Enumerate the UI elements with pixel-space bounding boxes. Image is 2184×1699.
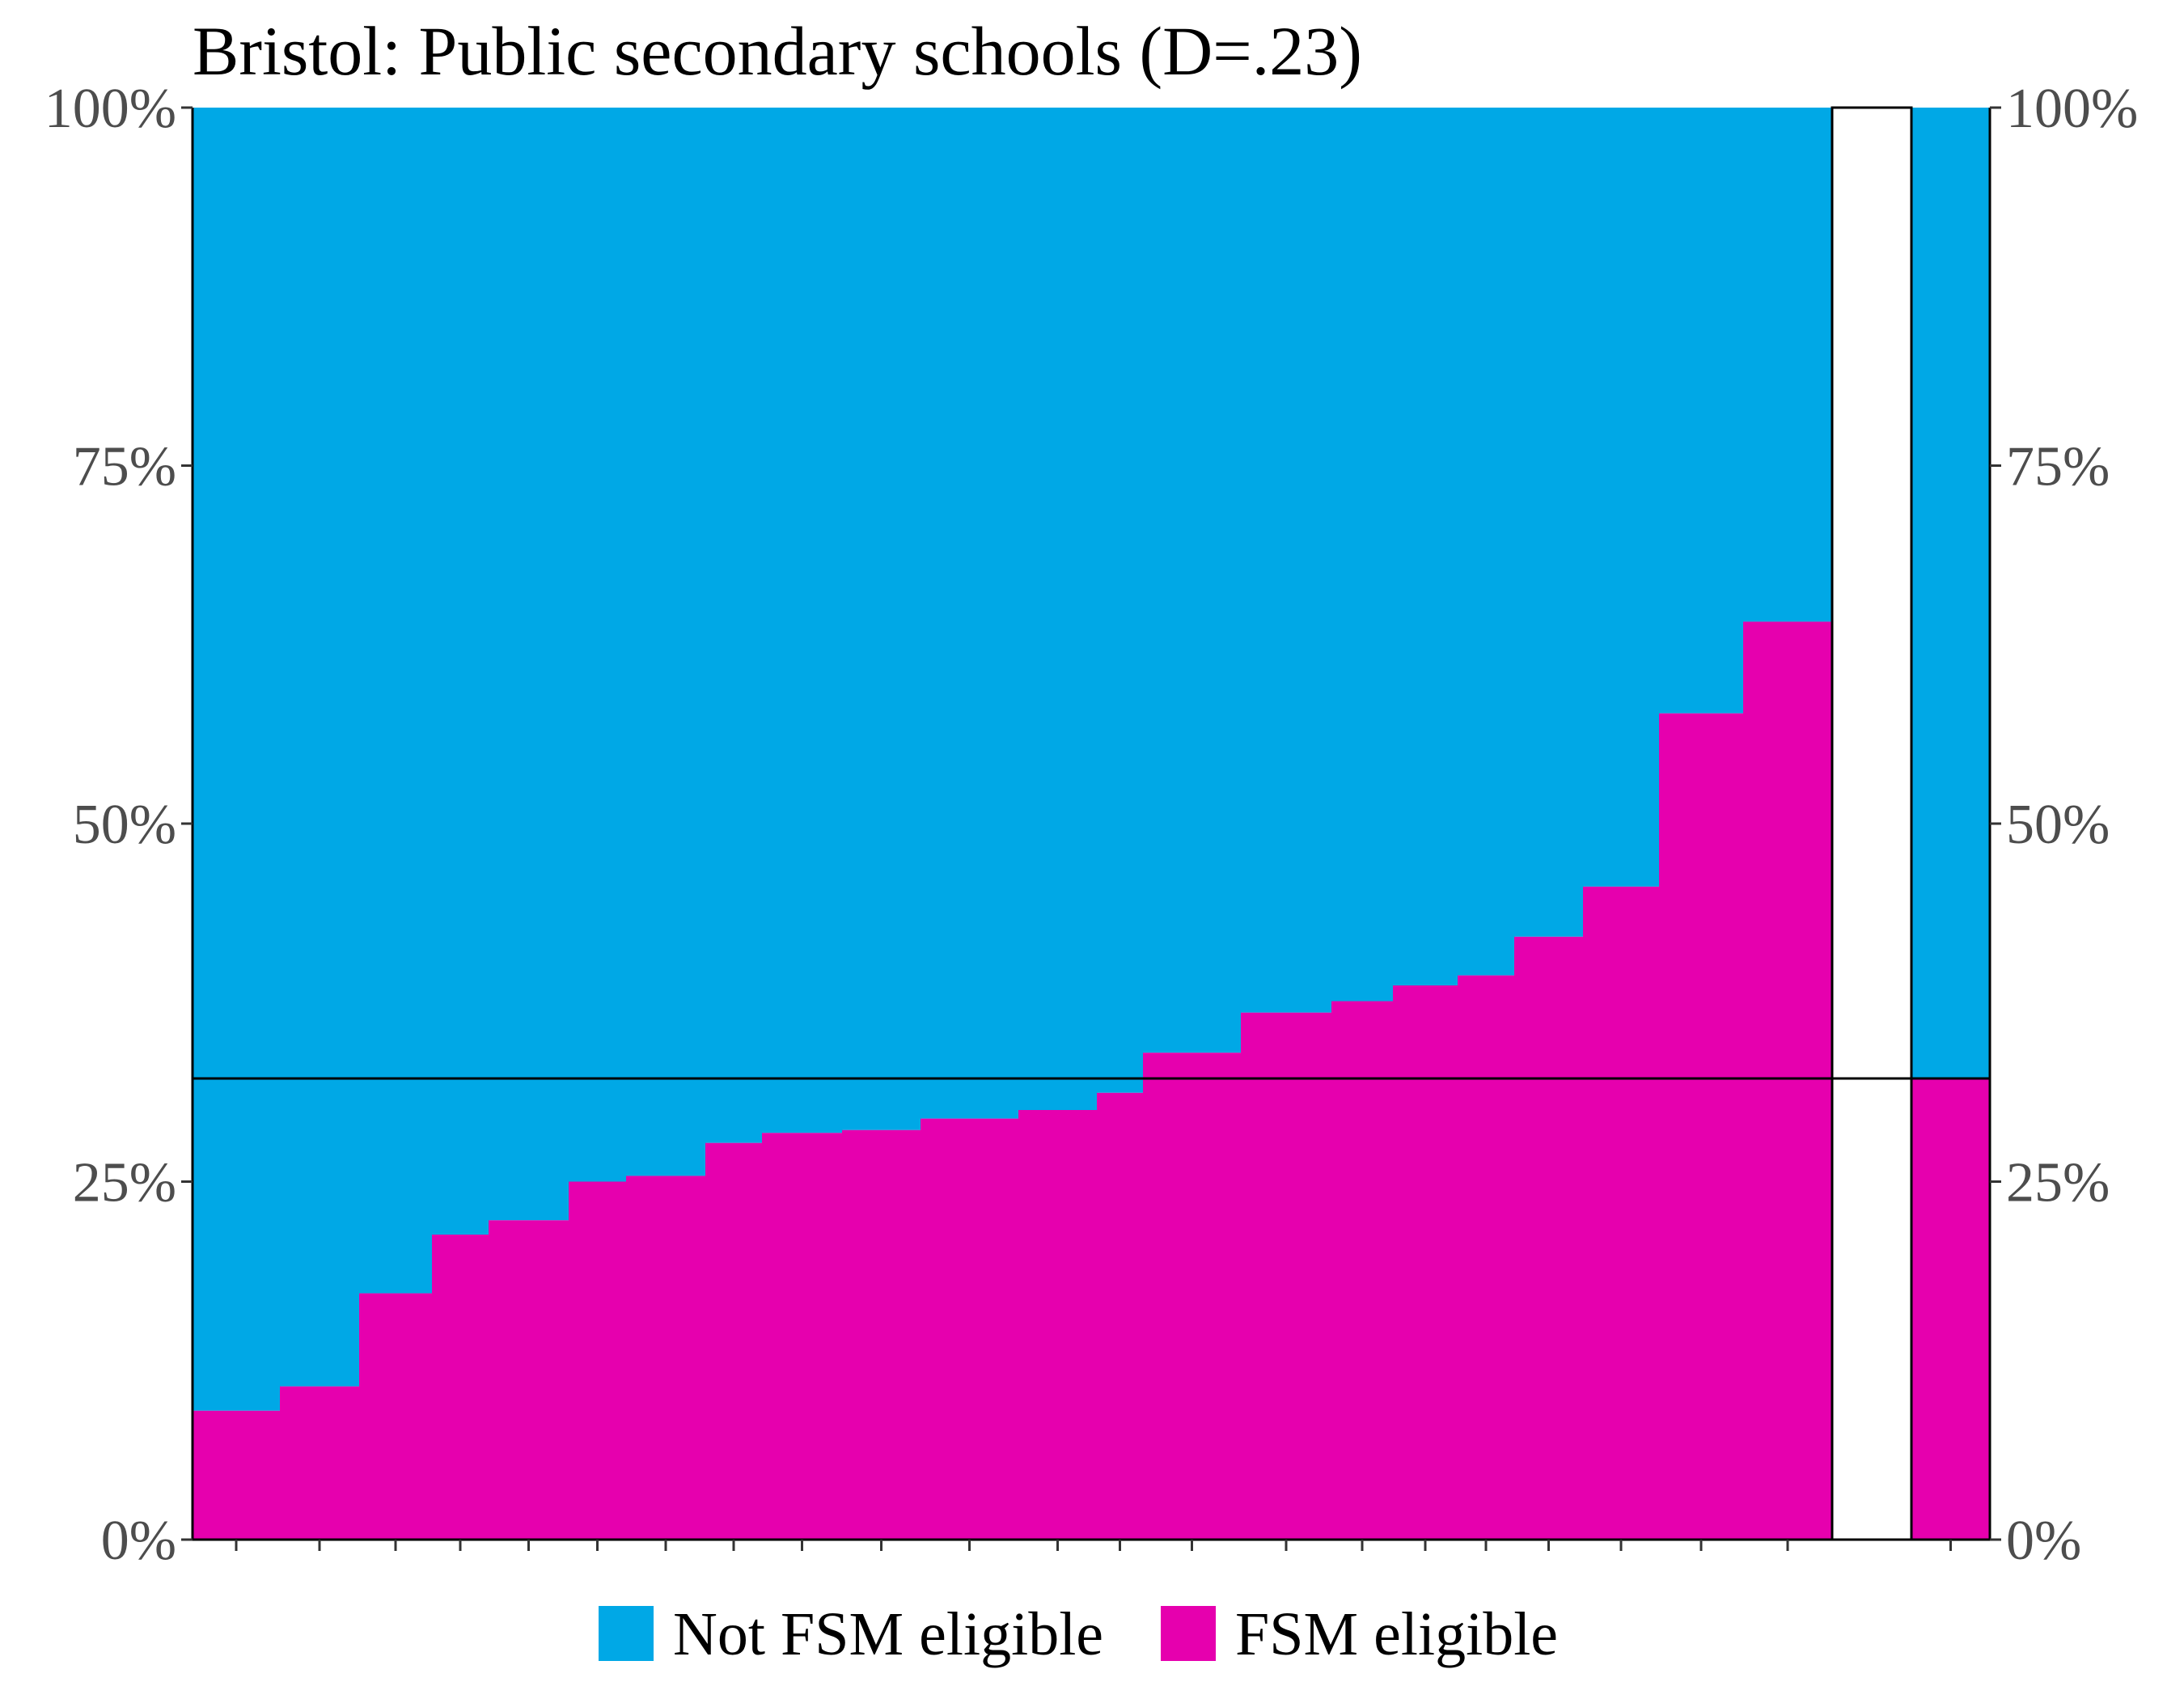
right-y-tick-label: 25% — [2006, 1152, 2110, 1214]
right-y-tick-label: 75% — [2006, 436, 2110, 498]
bar-not-fsm-16 — [1331, 108, 1394, 1002]
left-y-tick-label: 100% — [44, 78, 176, 140]
bar-not-fsm-22 — [1743, 108, 1833, 622]
bar-fsm-2 — [280, 1386, 360, 1540]
bar-not-fsm-19 — [1514, 108, 1584, 937]
bar-fsm-5 — [489, 1220, 569, 1540]
bar-fsm-17 — [1393, 985, 1458, 1540]
bar-fsm-14 — [1143, 1053, 1242, 1540]
bar-not-fsm-20 — [1583, 108, 1660, 887]
bar-not-fsm-13 — [1097, 108, 1144, 1093]
school-bars — [193, 108, 1833, 1540]
bar-fsm-6 — [569, 1181, 627, 1540]
gap-box — [1831, 106, 1913, 1541]
overall-bar — [1911, 108, 1990, 1540]
bar-fsm-20 — [1583, 886, 1660, 1540]
bar-fsm-12 — [1018, 1110, 1098, 1540]
bar-fsm-18 — [1458, 975, 1515, 1540]
right-y-tick-label: 50% — [2006, 794, 2110, 856]
bar-not-fsm-18 — [1458, 108, 1515, 976]
bar-fsm-13 — [1097, 1092, 1144, 1540]
overall-bar-fsm — [1911, 1078, 1990, 1540]
bar-not-fsm-12 — [1018, 108, 1098, 1110]
bar-not-fsm-1 — [193, 108, 281, 1411]
bar-not-fsm-21 — [1659, 108, 1744, 714]
left-y-axis: 0% 25% 50% 75% 100% — [44, 78, 193, 1572]
right-y-axis: 0% 25% 50% 75% 100% — [1990, 78, 2138, 1572]
bar-fsm-22 — [1743, 621, 1833, 1540]
legend-swatch-fsm — [1161, 1606, 1216, 1661]
legend-label-not-fsm: Not FSM eligible — [673, 1600, 1103, 1668]
left-y-tick-label: 50% — [73, 794, 176, 856]
bar-fsm-11 — [921, 1118, 1019, 1540]
bar-not-fsm-5 — [489, 108, 569, 1221]
legend: Not FSM eligible FSM eligible — [599, 1600, 1558, 1668]
left-y-tick-label: 0% — [101, 1510, 176, 1572]
bar-not-fsm-17 — [1393, 108, 1458, 986]
right-y-tick-label: 100% — [2006, 78, 2138, 140]
bar-not-fsm-15 — [1241, 108, 1332, 1013]
bar-fsm-7 — [626, 1176, 706, 1540]
right-y-tick-label: 0% — [2006, 1510, 2081, 1572]
bar-fsm-19 — [1514, 936, 1584, 1540]
x-axis-ticks — [235, 1540, 1952, 1551]
bar-fsm-16 — [1331, 1001, 1394, 1540]
bar-fsm-9 — [762, 1133, 843, 1540]
bar-fsm-3 — [359, 1293, 433, 1540]
bar-fsm-1 — [193, 1410, 281, 1540]
legend-label-fsm: FSM eligible — [1235, 1600, 1558, 1668]
bar-not-fsm-4 — [432, 108, 489, 1235]
bar-not-fsm-9 — [762, 108, 843, 1133]
chart-title: Bristol: Public secondary schools (D=.23… — [193, 12, 1362, 90]
bar-fsm-10 — [842, 1129, 921, 1540]
bar-fsm-4 — [432, 1234, 489, 1540]
bar-not-fsm-3 — [359, 108, 433, 1294]
bar-fsm-21 — [1659, 713, 1744, 1540]
bar-not-fsm-11 — [921, 108, 1019, 1119]
bar-not-fsm-7 — [626, 108, 706, 1176]
bar-not-fsm-8 — [705, 108, 763, 1143]
legend-swatch-not-fsm — [599, 1606, 654, 1661]
bar-not-fsm-10 — [842, 108, 921, 1130]
bar-not-fsm-6 — [569, 108, 627, 1182]
left-y-tick-label: 25% — [73, 1152, 176, 1214]
overall-bar-not-fsm — [1911, 108, 1990, 1079]
bar-fsm-8 — [705, 1142, 763, 1540]
bar-not-fsm-2 — [280, 108, 360, 1387]
bar-fsm-15 — [1241, 1012, 1332, 1540]
bar-not-fsm-14 — [1143, 108, 1242, 1053]
left-y-tick-label: 75% — [73, 436, 176, 498]
